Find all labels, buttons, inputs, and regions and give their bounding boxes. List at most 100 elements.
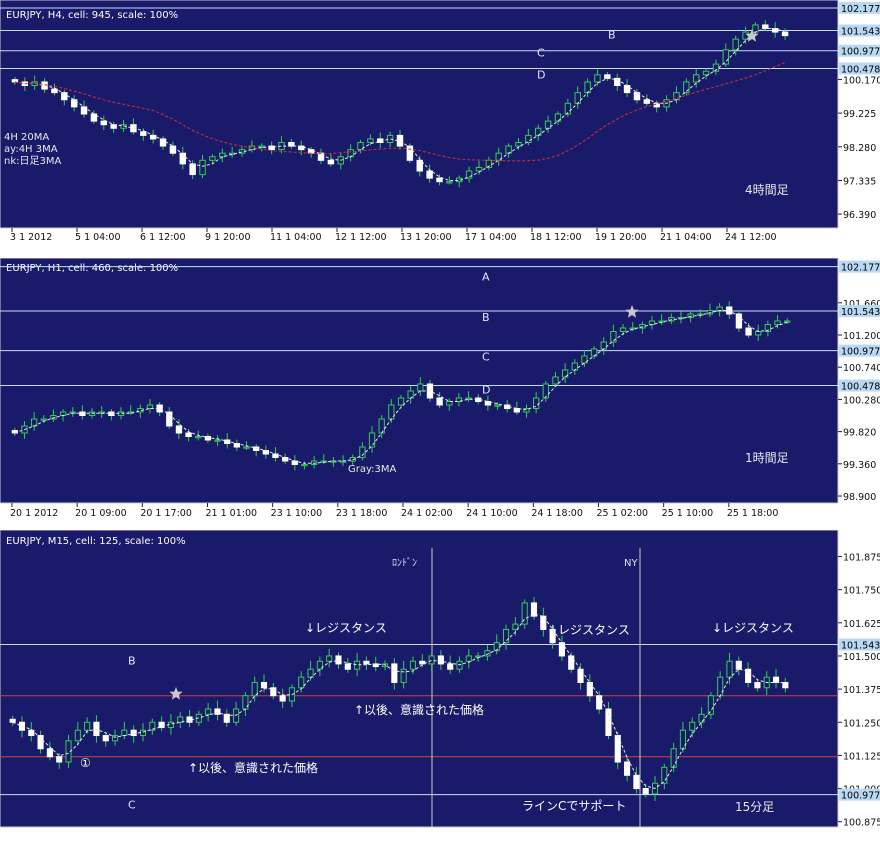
candle-body [169, 145, 177, 154]
x-tick-label: 11 1 04:00 [270, 232, 322, 243]
candle-body [74, 729, 81, 742]
candle-body [146, 404, 154, 409]
candle-body [692, 74, 700, 83]
candle-body [624, 761, 631, 776]
price-tag-bg [839, 344, 880, 357]
candle-body [37, 735, 44, 750]
candle-body [179, 152, 187, 165]
y-tick-label: 100.170 [843, 75, 880, 86]
candle-body [317, 152, 325, 161]
candle-body [762, 24, 769, 29]
candle-body [679, 729, 687, 750]
candle-body [437, 655, 444, 665]
candle-body [745, 327, 752, 336]
y-tick-label: 101.660 [843, 299, 880, 310]
y-tick-label: 97.335 [843, 176, 876, 187]
annotation: ↓レジスタンス [548, 623, 630, 637]
candle-body [568, 655, 575, 670]
y-tick-label: 101.200 [843, 331, 880, 342]
chart-title: EURJPY, H4, cell: 945, scale: 100% [6, 10, 178, 21]
candle-body [409, 660, 417, 670]
x-tick-label: 24 1 18:00 [531, 508, 583, 519]
y-tick-label: 101.125 [843, 751, 880, 762]
legend-line: Gray:3MA [348, 464, 397, 475]
price-tag-bg [839, 62, 880, 75]
candle-body [61, 92, 68, 101]
candle-body [140, 131, 147, 136]
level-label-D: D [482, 384, 490, 397]
x-tick-label: 24 1 02:00 [401, 508, 453, 519]
candle-body [391, 663, 398, 683]
candle-body [465, 655, 472, 662]
candle-body [619, 327, 627, 332]
price-tag-A: 102.177 [841, 263, 880, 274]
candle-body [396, 134, 404, 147]
candle-body [549, 628, 556, 644]
candle-body [502, 628, 510, 644]
ma-line-gray [14, 310, 788, 464]
ma-line-red [14, 62, 786, 162]
y-tick-label: 98.900 [843, 492, 876, 503]
h4-chart[interactable]: EURJPY, H4, cell: 945, scale: 100% 100.17… [0, 0, 880, 258]
x-tick-label: 18 1 12:00 [530, 232, 582, 243]
star-marker [625, 305, 639, 318]
level-label-C: C [128, 799, 136, 812]
price-tag-A: 102.177 [841, 4, 880, 15]
level-label-C: C [482, 351, 490, 364]
h1-chart[interactable]: EURJPY, H1, cell: 460, scale: 100% 101.66… [0, 258, 880, 530]
candle-body [540, 615, 547, 630]
y-tick-label: 99.820 [843, 428, 876, 439]
candle-body [298, 676, 305, 689]
candle-body [209, 156, 216, 161]
candle-body [51, 88, 58, 94]
candle-body [108, 411, 115, 416]
candle-body [484, 401, 492, 406]
candle-body [59, 411, 67, 416]
candle-body [102, 735, 109, 742]
candle-body [683, 81, 690, 94]
candle-body [121, 729, 128, 737]
candle-body [446, 401, 453, 406]
y-tick-label: 101.625 [843, 619, 880, 630]
candle-body [386, 134, 394, 143]
candle-body [416, 159, 423, 172]
price-tag-D: 100.478 [841, 64, 880, 75]
candle-body [668, 317, 675, 322]
candle-body [50, 415, 57, 420]
candle-body [571, 362, 578, 371]
candle-body [552, 376, 559, 385]
candle-body [772, 676, 780, 683]
candle-body [670, 748, 677, 768]
candle-body [149, 721, 156, 731]
candle-body [28, 729, 35, 737]
m15-chart[interactable]: EURJPY, M15, cell: 125, scale: 100% 101.8… [0, 530, 880, 855]
x-tick-label: 20 1 2012 [10, 508, 58, 519]
candle-body [764, 324, 772, 332]
candle-body [484, 650, 491, 657]
candle-body [130, 729, 137, 737]
candle-body [270, 687, 277, 697]
h4-chart-panel[interactable]: EURJPY, H4, cell: 945, scale: 100% 100.17… [0, 0, 880, 258]
level-label-D: D [537, 68, 545, 81]
candle-body [251, 681, 258, 697]
annotation: ↓レジスタンス [305, 621, 387, 635]
m15-chart-panel[interactable]: EURJPY, M15, cell: 125, scale: 100% 101.8… [0, 530, 880, 855]
candle-body [90, 113, 98, 122]
annotation: ↑以後、意識された価格 [188, 760, 318, 775]
candle-body [633, 92, 641, 101]
candle-body [706, 310, 714, 315]
annotation: ① [80, 756, 91, 770]
y-tick-label: 100.875 [843, 818, 880, 829]
x-tick-label: 17 1 04:00 [465, 232, 517, 243]
candle-body [515, 142, 522, 147]
h1-chart-panel[interactable]: EURJPY, H1, cell: 460, scale: 100% 101.66… [0, 258, 880, 530]
price-tag-B: 101.543 [841, 307, 880, 318]
candle-body [604, 74, 611, 79]
candle-body [46, 748, 53, 758]
candle-body [117, 411, 125, 416]
x-tick-label: 20 1 09:00 [75, 508, 127, 519]
y-tick-label: 101.250 [843, 718, 880, 729]
candle-body [661, 766, 668, 784]
x-tick-label: 13 1 20:00 [400, 232, 452, 243]
candle-body [428, 655, 435, 665]
